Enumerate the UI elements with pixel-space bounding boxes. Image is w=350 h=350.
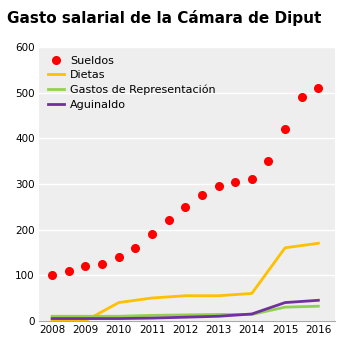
Line: Sueldos: Sueldos [48, 84, 322, 279]
Sueldos [250, 177, 254, 181]
Sueldos [183, 205, 187, 209]
Aguinaldo [117, 316, 121, 321]
Sueldos [150, 232, 154, 236]
Aguinaldo [283, 301, 287, 305]
Gastos de Representación [50, 314, 54, 318]
Aguinaldo [150, 316, 154, 320]
Aguinaldo [216, 314, 221, 318]
Gastos de Representación [150, 313, 154, 317]
Sueldos [283, 127, 287, 131]
Sueldos [133, 246, 138, 250]
Gastos de Representación [250, 312, 254, 316]
Sueldos [233, 180, 237, 184]
Gastos de Representación [117, 314, 121, 318]
Sueldos [300, 95, 304, 99]
Legend: Sueldos, Dietas, Gastos de Representación, Aguinaldo: Sueldos, Dietas, Gastos de Representació… [44, 52, 219, 113]
Sueldos [316, 86, 321, 90]
Sueldos [216, 184, 221, 188]
Dietas [250, 291, 254, 295]
Dietas [117, 301, 121, 305]
Gastos de Representación [316, 304, 321, 308]
Dietas [216, 294, 221, 298]
Aguinaldo [50, 316, 54, 321]
Aguinaldo [316, 298, 321, 302]
Sueldos [167, 218, 171, 223]
Dietas [283, 246, 287, 250]
Sueldos [200, 193, 204, 197]
Dietas [316, 241, 321, 245]
Sueldos [66, 268, 71, 273]
Gastos de Representación [283, 305, 287, 309]
Text: Gasto salarial de la Cámara de Diput: Gasto salarial de la Cámara de Diput [7, 10, 321, 27]
Line: Gastos de Representación: Gastos de Representación [52, 306, 318, 316]
Line: Dietas: Dietas [52, 243, 318, 321]
Aguinaldo [83, 316, 88, 321]
Sueldos [50, 273, 54, 277]
Sueldos [83, 264, 88, 268]
Dietas [150, 296, 154, 300]
Line: Aguinaldo: Aguinaldo [52, 300, 318, 318]
Sueldos [266, 159, 271, 163]
Aguinaldo [183, 315, 187, 319]
Sueldos [117, 255, 121, 259]
Gastos de Representación [216, 312, 221, 316]
Sueldos [100, 262, 104, 266]
Dietas [183, 294, 187, 298]
Gastos de Representación [183, 313, 187, 317]
Dietas [83, 319, 88, 323]
Gastos de Representación [83, 314, 88, 318]
Aguinaldo [250, 312, 254, 316]
Dietas [50, 319, 54, 323]
